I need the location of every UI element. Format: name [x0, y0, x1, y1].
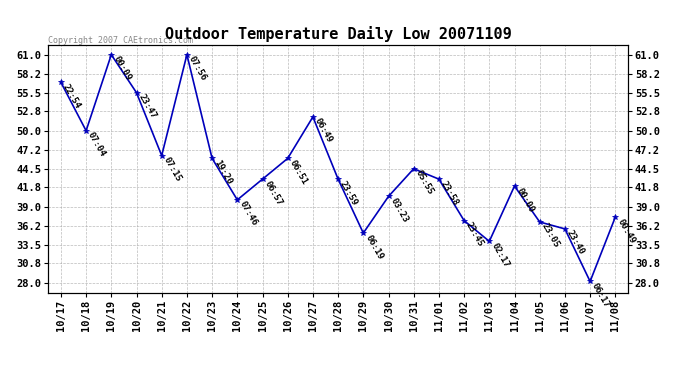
- Text: 19:20: 19:20: [212, 158, 233, 186]
- Text: 06:19: 06:19: [364, 233, 384, 261]
- Text: 23:59: 23:59: [338, 179, 359, 207]
- Title: Outdoor Temperature Daily Low 20071109: Outdoor Temperature Daily Low 20071109: [165, 27, 511, 42]
- Text: 23:40: 23:40: [565, 229, 586, 256]
- Text: 23:47: 23:47: [137, 93, 158, 120]
- Text: 07:15: 07:15: [161, 156, 183, 183]
- Text: 00:00: 00:00: [515, 186, 535, 214]
- Text: 06:51: 06:51: [288, 158, 309, 186]
- Text: 23:58: 23:58: [439, 179, 460, 207]
- Text: 07:04: 07:04: [86, 131, 108, 159]
- Text: 03:23: 03:23: [388, 196, 410, 224]
- Text: 00:49: 00:49: [615, 217, 637, 245]
- Text: 23:05: 23:05: [540, 222, 561, 250]
- Text: 05:55: 05:55: [414, 169, 435, 196]
- Text: 06:57: 06:57: [262, 179, 284, 207]
- Text: 00:09: 00:09: [111, 55, 132, 82]
- Text: Copyright 2007 CAEtronics.com: Copyright 2007 CAEtronics.com: [48, 36, 193, 45]
- Text: 02:17: 02:17: [489, 242, 511, 269]
- Text: 06:17: 06:17: [590, 282, 611, 309]
- Text: 23:45: 23:45: [464, 220, 485, 248]
- Text: 07:46: 07:46: [237, 200, 259, 228]
- Text: 07:56: 07:56: [187, 55, 208, 82]
- Text: 06:49: 06:49: [313, 117, 334, 145]
- Text: 22:54: 22:54: [61, 82, 82, 110]
